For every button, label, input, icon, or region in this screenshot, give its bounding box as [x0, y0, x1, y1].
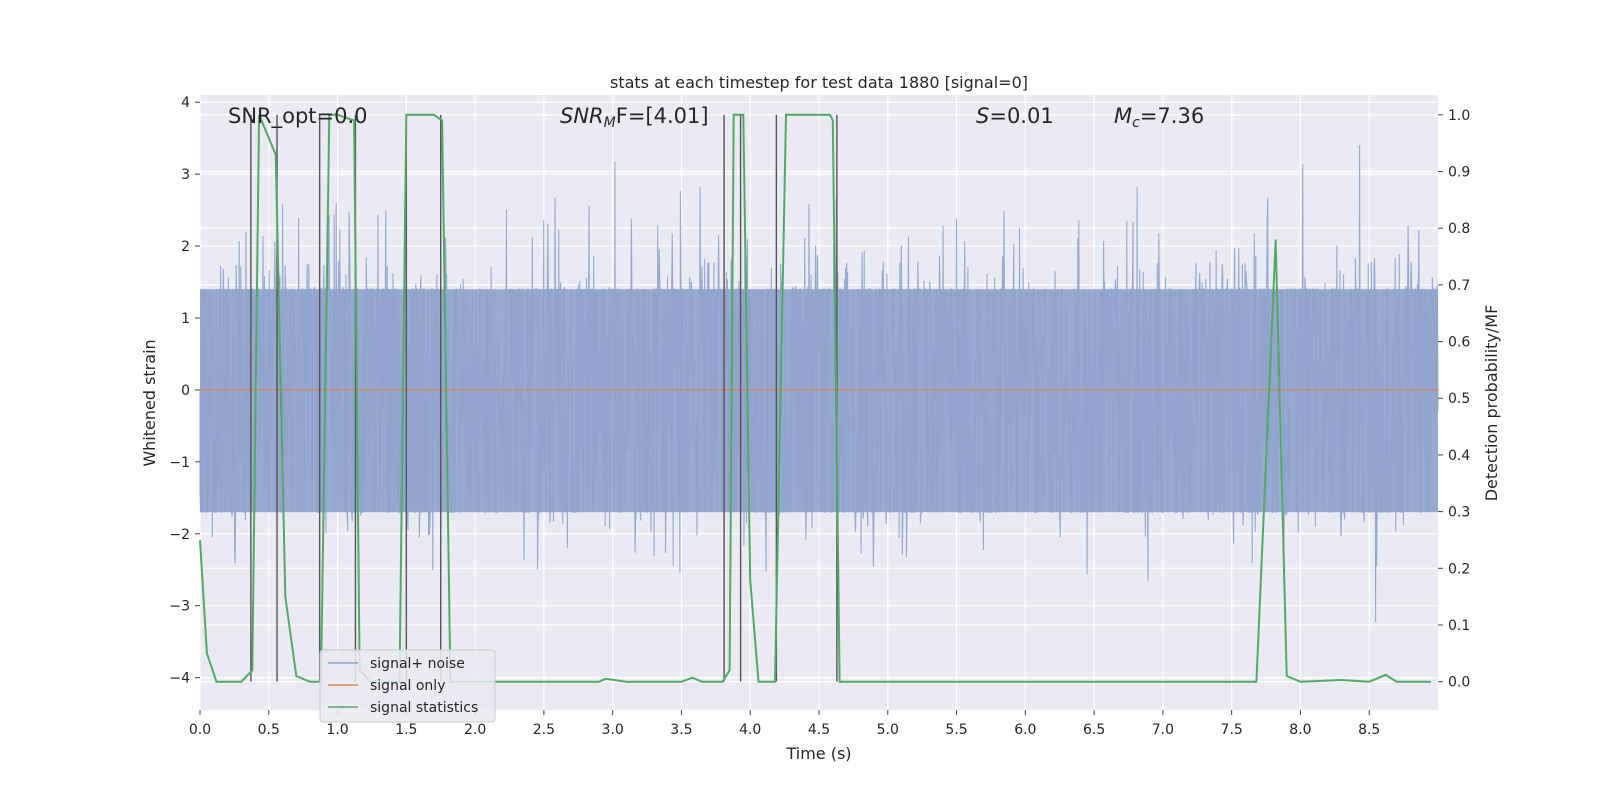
x-tick-label: 3.0: [602, 722, 624, 738]
legend-label-noise: signal+ noise: [370, 656, 465, 672]
annotation-snr-mf-subscript: M: [604, 115, 616, 131]
annotation-snr-mf: SNRMF=[4.01]: [560, 104, 709, 131]
annotation-snr-mf-symbol: SNR: [560, 104, 604, 128]
annotation-mc-symbol: M: [1114, 104, 1132, 128]
x-tick-label: 6.5: [1083, 722, 1105, 738]
x-tick-label: 5.5: [945, 722, 967, 738]
annotation-s-symbol: S: [976, 104, 989, 128]
y-left-tick-label: 2: [181, 239, 190, 255]
y-left-axis-ticks: −4 −3 −2 −1 0 1 2 3 4: [169, 95, 200, 687]
statistics-line: [199, 113, 1432, 683]
x-tick-label: 8.0: [1289, 722, 1311, 738]
x-tick-label: 2.5: [533, 722, 555, 738]
x-tick-label: 6.0: [1014, 722, 1036, 738]
signal-statistics-series: [199, 113, 1432, 683]
y-left-tick-label: 0: [181, 383, 190, 399]
annotation-snr-opt: SNR_opt=0.0: [228, 104, 368, 129]
y-left-tick-label: 1: [181, 311, 190, 327]
x-axis-ticks: 0.0 0.5 1.0 1.5 2.0 2.5 3.0 3.5 4.0 4.5 5.0 5.5 6.0 6…: [189, 710, 1380, 738]
chart-title: stats at each timestep for test data 188…: [610, 73, 1028, 92]
y-right-tick-label: 0.8: [1448, 221, 1470, 237]
legend-label-statistics: signal statistics: [370, 700, 478, 716]
y-right-axis-ticks: 0.0 0.1 0.2 0.3 0.4 0.5 0.6 0.7 0.8 0.9 1.0: [1438, 108, 1470, 691]
x-tick-label: 7.5: [1221, 722, 1243, 738]
y-right-tick-label: 0.0: [1448, 675, 1470, 691]
legend-box: [319, 649, 496, 723]
y-right-tick-label: 1.0: [1448, 108, 1470, 124]
x-tick-label: 4.0: [739, 722, 761, 738]
y-left-tick-label: −4: [169, 671, 190, 687]
x-tick-label: 7.0: [1152, 722, 1174, 738]
noise-core-band: [200, 289, 1438, 513]
legend-label-signal-only: signal only: [370, 678, 445, 694]
x-tick-label: 8.5: [1358, 722, 1380, 738]
annotation-mc: Mc=7.36: [1114, 104, 1204, 131]
annotation-mc-value: =7.36: [1140, 104, 1204, 128]
annotation-mc-subscript: c: [1132, 115, 1140, 131]
annotation-s: S=0.01: [976, 104, 1054, 128]
y-left-tick-label: 4: [181, 95, 190, 111]
x-tick-label: 1.0: [326, 722, 348, 738]
y-right-tick-label: 0.4: [1448, 448, 1470, 464]
y-right-tick-label: 0.5: [1448, 391, 1470, 407]
y-right-tick-label: 0.6: [1448, 335, 1470, 351]
y-left-tick-label: −2: [169, 527, 190, 543]
annotation-snr-mf-value: F=[4.01]: [616, 104, 709, 128]
x-tick-label: 0.0: [189, 722, 211, 738]
x-tick-label: 4.5: [808, 722, 830, 738]
y-right-tick-label: 0.9: [1448, 165, 1470, 181]
x-tick-label: 3.5: [670, 722, 692, 738]
x-tick-label: 5.0: [877, 722, 899, 738]
y-left-tick-label: 3: [181, 167, 190, 183]
y-right-tick-label: 0.1: [1448, 618, 1470, 634]
y-left-tick-label: −3: [169, 599, 190, 615]
x-tick-label: 1.5: [395, 722, 417, 738]
y-right-tick-label: 0.3: [1448, 505, 1470, 521]
y-right-tick-label: 0.2: [1448, 561, 1470, 577]
x-tick-label: 2.0: [464, 722, 486, 738]
y-right-tick-label: 0.7: [1448, 278, 1470, 294]
annotation-s-value: =0.01: [989, 104, 1053, 128]
y-left-axis-label: Whitened strain: [140, 339, 159, 466]
x-axis-label: Time (s): [785, 744, 851, 763]
legend: signal+ noise signal only signal statist…: [319, 649, 496, 723]
y-left-tick-label: −1: [169, 455, 190, 471]
y-right-axis-label: Detection probability/MF: [1482, 305, 1501, 502]
x-tick-label: 0.5: [258, 722, 280, 738]
